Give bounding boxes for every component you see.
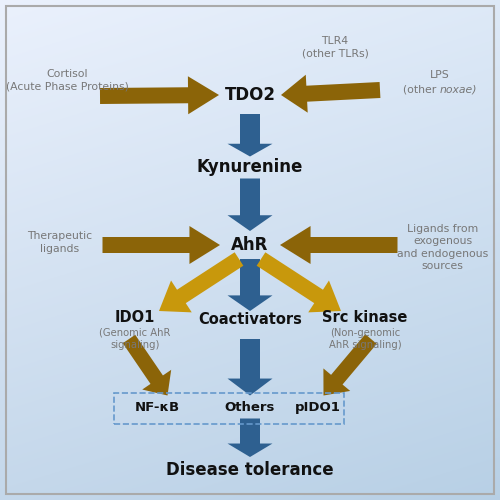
Polygon shape xyxy=(281,74,380,112)
Polygon shape xyxy=(324,334,376,396)
Text: Disease tolerance: Disease tolerance xyxy=(166,461,334,479)
Polygon shape xyxy=(228,114,272,156)
Text: pIDO1: pIDO1 xyxy=(294,401,341,414)
Polygon shape xyxy=(228,178,272,231)
Text: (Genomic AhR
signaling): (Genomic AhR signaling) xyxy=(100,328,170,350)
Text: Coactivators: Coactivators xyxy=(198,312,302,328)
Text: Therapeutic
ligands: Therapeutic ligands xyxy=(28,232,92,254)
Text: Others: Others xyxy=(225,401,275,414)
Text: TDO2: TDO2 xyxy=(224,86,276,104)
Text: noxae): noxae) xyxy=(440,85,478,95)
Polygon shape xyxy=(228,339,272,396)
Polygon shape xyxy=(123,335,171,396)
Polygon shape xyxy=(159,252,244,312)
Text: Src kinase: Src kinase xyxy=(322,310,408,324)
Bar xyxy=(114,393,344,424)
Text: AhR: AhR xyxy=(232,236,268,254)
Text: Cortisol
(Acute Phase Proteins): Cortisol (Acute Phase Proteins) xyxy=(6,69,129,91)
Text: LPS: LPS xyxy=(430,70,450,80)
Polygon shape xyxy=(228,259,272,311)
Polygon shape xyxy=(228,418,272,457)
Polygon shape xyxy=(100,76,219,114)
Text: IDO1: IDO1 xyxy=(115,310,155,324)
Polygon shape xyxy=(102,226,220,264)
Text: (other: (other xyxy=(403,85,440,95)
Text: Ligands from
exogenous
and endogenous
sources: Ligands from exogenous and endogenous so… xyxy=(397,224,488,271)
Polygon shape xyxy=(280,226,398,264)
Text: TLR4
(other TLRs): TLR4 (other TLRs) xyxy=(302,36,368,59)
Text: Kynurenine: Kynurenine xyxy=(197,158,303,176)
Text: NF-κB: NF-κB xyxy=(135,401,180,414)
Text: (Non-genomic
AhR signaling): (Non-genomic AhR signaling) xyxy=(328,328,402,350)
Polygon shape xyxy=(256,252,341,312)
